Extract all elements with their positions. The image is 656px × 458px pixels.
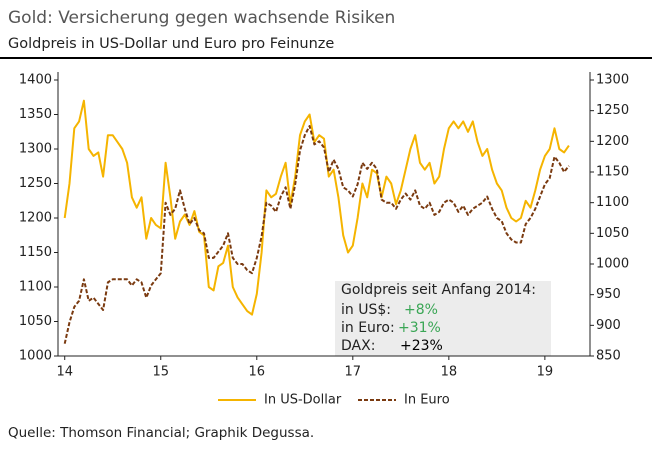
y-tick-label: 1250 [19, 176, 52, 191]
y-tick-label: 1000 [19, 349, 52, 364]
source-note: Quelle: Thomson Financial; Graphik Degus… [8, 425, 314, 441]
annotation-title: Goldpreis seit Anfang 2014: [341, 282, 536, 298]
x-tick-label: 19 [537, 365, 554, 380]
x-tick-label: 16 [249, 365, 266, 380]
annotation-value: +23% [400, 338, 443, 354]
y2-tick-label: 850 [596, 349, 621, 364]
y-tick-label: 1350 [19, 107, 52, 122]
annotation-label: DAX: [341, 338, 375, 354]
y2-tick-label: 1150 [596, 165, 629, 180]
y-tick-label: 1150 [19, 245, 52, 260]
y-tick-label: 1200 [19, 211, 52, 226]
x-tick-label: 18 [441, 365, 458, 380]
annotation-label: in US$: [341, 302, 391, 318]
legend-label: In Euro [404, 393, 450, 408]
y2-tick-label: 1200 [596, 134, 629, 149]
y2-tick-label: 1050 [596, 226, 629, 241]
annotation-value: +8% [404, 302, 438, 318]
y-tick-label: 1100 [19, 280, 52, 295]
annotation-box [335, 281, 551, 356]
chart-subtitle: Goldpreis in US-Dollar und Euro pro Fein… [8, 36, 334, 52]
y2-tick-label: 1250 [596, 103, 629, 118]
chart-title: Gold: Versicherung gegen wachsende Risik… [8, 8, 395, 28]
y-tick-label: 1050 [19, 314, 52, 329]
series-line [63, 99, 570, 316]
y-tick-label: 1300 [19, 142, 52, 157]
x-tick-label: 15 [152, 365, 169, 380]
y2-tick-label: 1100 [596, 195, 629, 210]
y2-tick-label: 950 [596, 287, 621, 302]
x-tick-label: 17 [345, 365, 362, 380]
y2-tick-label: 1300 [596, 73, 629, 88]
y-tick-label: 1400 [19, 73, 52, 88]
annotation-label: in Euro: [341, 320, 395, 336]
y2-tick-label: 1000 [596, 257, 629, 272]
legend-label: In US-Dollar [264, 393, 342, 408]
series-line [63, 125, 570, 344]
x-tick-label: 14 [56, 365, 73, 380]
y2-tick-label: 900 [596, 318, 621, 333]
annotation-value: +31% [398, 320, 441, 336]
